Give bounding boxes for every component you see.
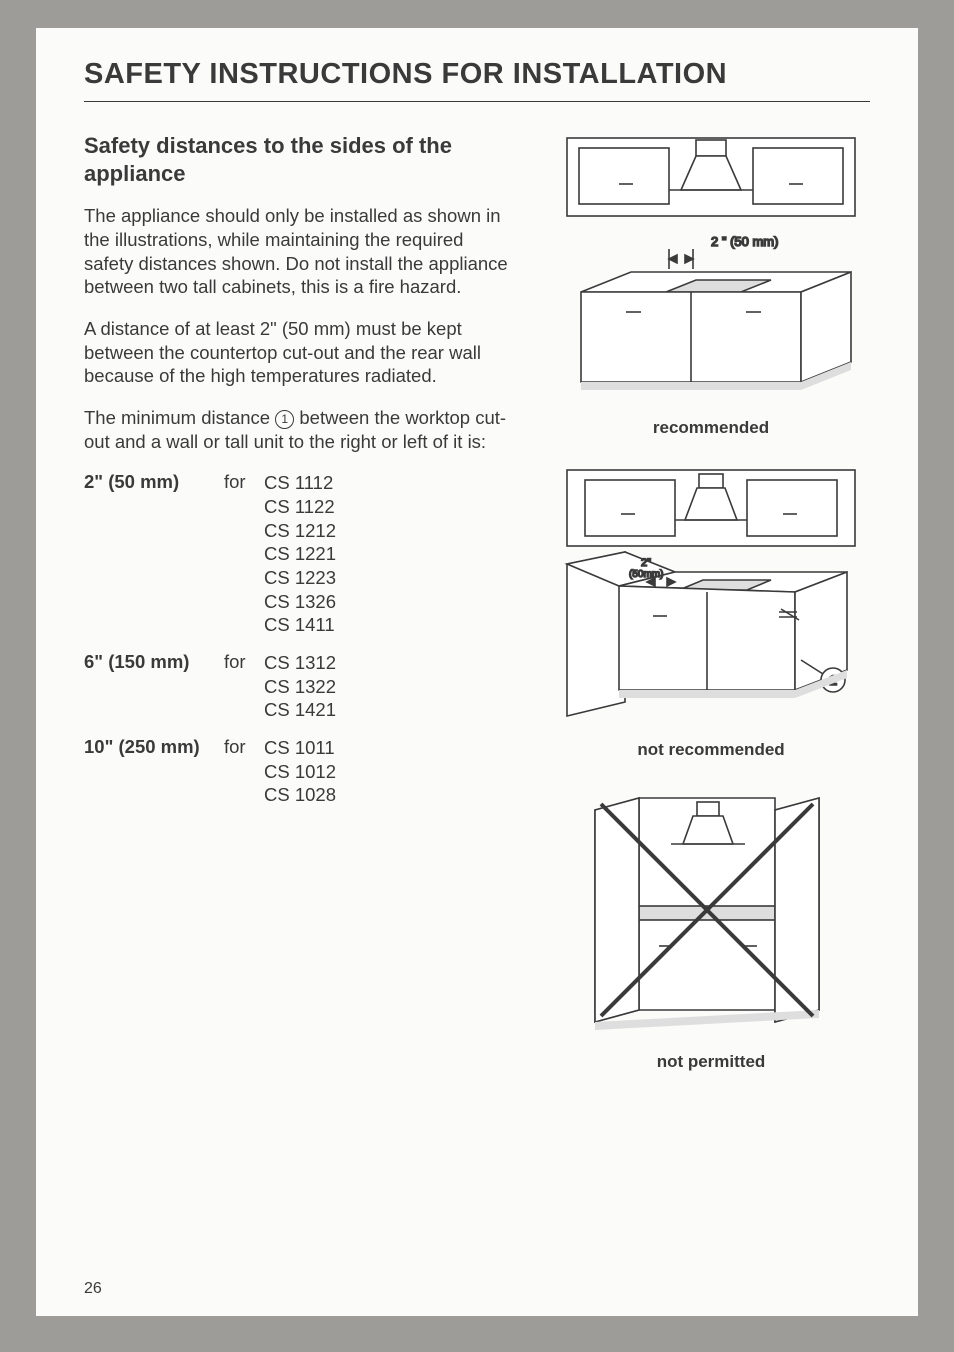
distance-key: 2" (50 mm): [84, 471, 224, 637]
distance-key: 6" (150 mm): [84, 651, 224, 722]
page-number: 26: [84, 1280, 102, 1298]
distance-for: for: [224, 651, 264, 722]
distance-for: for: [224, 471, 264, 637]
distance-table: 2" (50 mm) for CS 1112 CS 1122 CS 1212 C…: [84, 471, 512, 807]
distance-key: 10" (250 mm): [84, 736, 224, 807]
caption-recommended: recommended: [653, 418, 769, 438]
document-page: SAFETY INSTRUCTIONS FOR INSTALLATION Saf…: [36, 28, 918, 1316]
figure-recommended-plan: 2 " (50 mm): [561, 232, 861, 402]
fig-top-dim-label: 2 " (50 mm): [711, 234, 778, 249]
distance-models: CS 1312 CS 1322 CS 1421: [264, 651, 512, 722]
paragraph-3: The minimum distance 1 between the workt…: [84, 406, 512, 453]
fig-mid-dim-label-1: 2": [641, 557, 651, 569]
circled-one-icon: 1: [275, 410, 294, 429]
distance-for: for: [224, 736, 264, 807]
section-subhead: Safety distances to the sides of the app…: [84, 132, 512, 188]
caption-not-recommended: not recommended: [637, 740, 784, 760]
left-column: Safety distances to the sides of the app…: [84, 132, 512, 1098]
paragraph-1: The appliance should only be installed a…: [84, 204, 512, 299]
paragraph-2: A distance of at least 2" (50 mm) must b…: [84, 317, 512, 388]
two-column-layout: Safety distances to the sides of the app…: [84, 132, 870, 1098]
distance-models: CS 1112 CS 1122 CS 1212 CS 1221 CS 1223 …: [264, 471, 512, 637]
figure-not-permitted: [581, 786, 841, 1036]
caption-not-permitted: not permitted: [657, 1052, 766, 1072]
right-column: 2 " (50 mm) recommende: [552, 132, 870, 1098]
distance-models: CS 1011 CS 1012 CS 1028: [264, 736, 512, 807]
fig-mid-dim-label-2: (50mm): [629, 569, 663, 580]
page-header: SAFETY INSTRUCTIONS FOR INSTALLATION: [84, 58, 870, 102]
figure-recommended-elevation: [561, 132, 861, 222]
figure-not-recommended: 2" (50mm) 1: [561, 464, 861, 724]
paragraph-3-a: The minimum distance: [84, 407, 275, 428]
